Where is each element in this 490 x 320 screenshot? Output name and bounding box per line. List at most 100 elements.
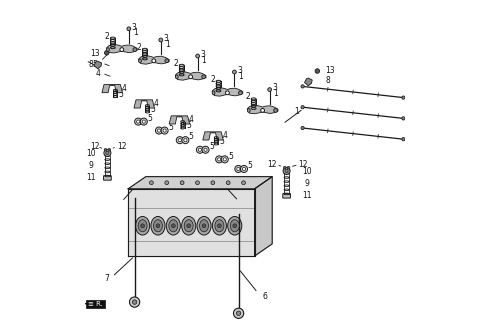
Circle shape bbox=[218, 224, 221, 228]
Circle shape bbox=[402, 138, 405, 141]
Ellipse shape bbox=[184, 220, 193, 232]
Text: 10: 10 bbox=[303, 167, 312, 176]
Text: 1: 1 bbox=[274, 89, 278, 98]
Polygon shape bbox=[175, 71, 206, 80]
Text: 2: 2 bbox=[173, 59, 178, 68]
Circle shape bbox=[149, 181, 153, 185]
Text: 11: 11 bbox=[86, 173, 96, 182]
Text: 3: 3 bbox=[237, 66, 242, 75]
Text: 4: 4 bbox=[96, 69, 100, 78]
Polygon shape bbox=[255, 177, 272, 256]
Circle shape bbox=[226, 181, 230, 185]
Polygon shape bbox=[169, 116, 190, 124]
Circle shape bbox=[223, 158, 226, 161]
Circle shape bbox=[161, 127, 168, 134]
Text: 13: 13 bbox=[325, 66, 335, 75]
Text: 11: 11 bbox=[303, 191, 312, 200]
Ellipse shape bbox=[138, 220, 147, 232]
Circle shape bbox=[180, 181, 184, 185]
Text: 3: 3 bbox=[131, 23, 136, 32]
Text: 1: 1 bbox=[202, 56, 206, 65]
Polygon shape bbox=[94, 61, 101, 69]
Polygon shape bbox=[106, 44, 137, 53]
Circle shape bbox=[106, 151, 109, 155]
Circle shape bbox=[202, 224, 206, 228]
Circle shape bbox=[142, 120, 146, 123]
Circle shape bbox=[104, 149, 111, 156]
Ellipse shape bbox=[247, 108, 250, 112]
Circle shape bbox=[187, 224, 191, 228]
Ellipse shape bbox=[199, 220, 209, 232]
Polygon shape bbox=[128, 189, 255, 256]
Circle shape bbox=[218, 158, 220, 161]
Polygon shape bbox=[139, 55, 169, 64]
Circle shape bbox=[156, 224, 160, 228]
Ellipse shape bbox=[228, 217, 242, 235]
Text: 7: 7 bbox=[104, 274, 109, 283]
Circle shape bbox=[104, 51, 109, 55]
Ellipse shape bbox=[182, 217, 196, 235]
Circle shape bbox=[283, 166, 286, 169]
Text: 4: 4 bbox=[223, 131, 227, 140]
Circle shape bbox=[216, 156, 222, 163]
Circle shape bbox=[241, 165, 247, 172]
Circle shape bbox=[129, 297, 140, 307]
Circle shape bbox=[196, 54, 199, 58]
Text: 3: 3 bbox=[200, 50, 205, 59]
Circle shape bbox=[242, 181, 245, 185]
Text: 5: 5 bbox=[228, 152, 233, 161]
Text: ≡ R.: ≡ R. bbox=[88, 301, 103, 307]
Circle shape bbox=[120, 48, 123, 52]
Circle shape bbox=[127, 27, 131, 31]
Circle shape bbox=[287, 166, 290, 169]
Circle shape bbox=[182, 137, 189, 144]
Text: 5: 5 bbox=[93, 60, 98, 68]
Text: 12: 12 bbox=[90, 142, 99, 151]
Circle shape bbox=[137, 120, 140, 123]
Text: 8: 8 bbox=[88, 60, 93, 68]
Circle shape bbox=[402, 96, 405, 99]
Circle shape bbox=[274, 108, 277, 112]
Text: 5: 5 bbox=[209, 142, 214, 151]
FancyBboxPatch shape bbox=[283, 194, 291, 198]
Circle shape bbox=[233, 308, 244, 318]
Ellipse shape bbox=[136, 217, 149, 235]
Circle shape bbox=[268, 88, 271, 92]
Circle shape bbox=[283, 167, 290, 174]
Text: 2: 2 bbox=[245, 92, 250, 101]
Ellipse shape bbox=[212, 91, 215, 95]
Text: 2: 2 bbox=[210, 75, 215, 84]
Text: 3: 3 bbox=[164, 34, 169, 43]
Text: 10: 10 bbox=[86, 149, 96, 158]
Circle shape bbox=[235, 165, 242, 172]
Ellipse shape bbox=[169, 220, 178, 232]
Circle shape bbox=[196, 181, 199, 185]
Ellipse shape bbox=[139, 59, 141, 63]
Circle shape bbox=[165, 59, 169, 63]
Text: 13: 13 bbox=[91, 49, 100, 58]
Polygon shape bbox=[128, 177, 272, 189]
Circle shape bbox=[141, 224, 145, 228]
Circle shape bbox=[237, 167, 240, 171]
Ellipse shape bbox=[230, 220, 239, 232]
Text: 6: 6 bbox=[263, 292, 267, 301]
Circle shape bbox=[243, 167, 245, 171]
Circle shape bbox=[315, 69, 319, 73]
Text: 1: 1 bbox=[133, 28, 138, 37]
Circle shape bbox=[163, 129, 166, 132]
Polygon shape bbox=[304, 78, 312, 86]
Circle shape bbox=[204, 148, 207, 151]
Circle shape bbox=[202, 146, 209, 153]
Circle shape bbox=[152, 59, 156, 63]
Circle shape bbox=[239, 91, 243, 95]
Circle shape bbox=[402, 117, 405, 120]
Circle shape bbox=[140, 118, 147, 125]
Circle shape bbox=[301, 126, 304, 130]
FancyBboxPatch shape bbox=[86, 300, 104, 308]
Circle shape bbox=[172, 224, 175, 228]
Circle shape bbox=[202, 75, 206, 79]
Circle shape bbox=[104, 148, 107, 151]
Text: 4: 4 bbox=[154, 99, 159, 108]
Text: 5: 5 bbox=[220, 137, 224, 146]
Polygon shape bbox=[102, 84, 122, 93]
